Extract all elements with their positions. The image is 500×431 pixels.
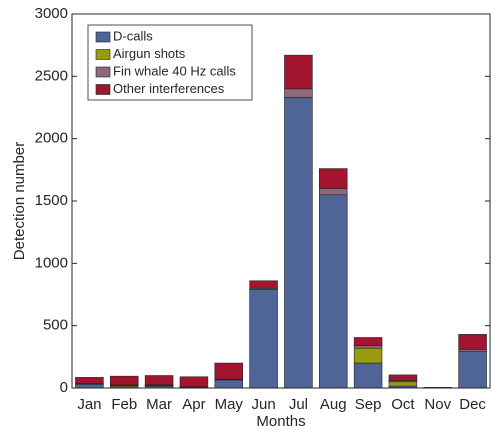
y-tick-label: 0	[60, 379, 68, 396]
bar-segment	[249, 280, 278, 289]
bar-segment	[284, 97, 313, 389]
x-tick-label: Sep	[355, 396, 382, 413]
bar-segment	[458, 350, 487, 389]
y-tick-label: 1000	[35, 254, 68, 271]
bar-segment	[249, 289, 278, 389]
bar-segment	[319, 188, 348, 196]
y-tick-label: 1500	[35, 192, 68, 209]
x-tick-label: Nov	[424, 396, 451, 413]
bar-segment	[388, 374, 418, 381]
y-tick-label: 2500	[35, 67, 68, 84]
bar-segment	[284, 88, 313, 98]
x-tick-label: Aug	[320, 396, 347, 413]
bar-segment	[179, 376, 209, 388]
bar-segment	[214, 379, 243, 389]
legend-swatch	[95, 84, 111, 95]
x-tick-label: Mar	[146, 396, 172, 413]
bar-segment	[319, 194, 348, 389]
bar-segment	[110, 375, 139, 386]
bar-segment	[353, 347, 383, 364]
legend-label: Airgun shots	[113, 46, 186, 61]
plot-frame	[71, 13, 491, 389]
legend-label: Fin whale 40 Hz calls	[113, 63, 236, 78]
x-tick-label: Jun	[251, 396, 275, 413]
x-tick-label: Oct	[391, 396, 415, 413]
legend-box	[87, 24, 253, 101]
y-tick-label: 3000	[35, 5, 68, 22]
y-tick-label: 500	[43, 317, 68, 334]
bar-segment	[458, 334, 487, 350]
bar-segment	[75, 383, 104, 389]
legend-swatch	[95, 49, 111, 60]
bar-segment	[75, 377, 104, 384]
x-tick-label: Dec	[459, 396, 486, 413]
x-tick-label: Apr	[182, 396, 205, 413]
bar-segment	[214, 362, 243, 380]
x-tick-label: Jul	[289, 396, 308, 413]
x-axis-label: Months	[256, 413, 305, 430]
legend-label: D-calls	[113, 28, 153, 43]
x-tick-label: May	[215, 396, 244, 413]
bar-segment	[319, 168, 348, 189]
legend-swatch	[95, 66, 111, 78]
bar-segment	[388, 381, 418, 387]
bar-segment	[144, 375, 174, 386]
bar-segment	[353, 337, 383, 346]
bar-segment	[353, 345, 383, 349]
bar-segment	[353, 362, 383, 389]
legend: D-calls Airgun shots Fin whale 40 Hz calls…	[87, 24, 253, 101]
y-axis-label: Detection number	[11, 142, 28, 260]
legend-label: Other interferences	[113, 81, 225, 96]
x-tick-label: Feb	[111, 396, 137, 413]
x-tick-label: Jan	[77, 396, 101, 413]
y-tick-label: 2000	[35, 130, 68, 147]
bar-segment	[284, 54, 313, 90]
legend-swatch	[95, 31, 111, 43]
